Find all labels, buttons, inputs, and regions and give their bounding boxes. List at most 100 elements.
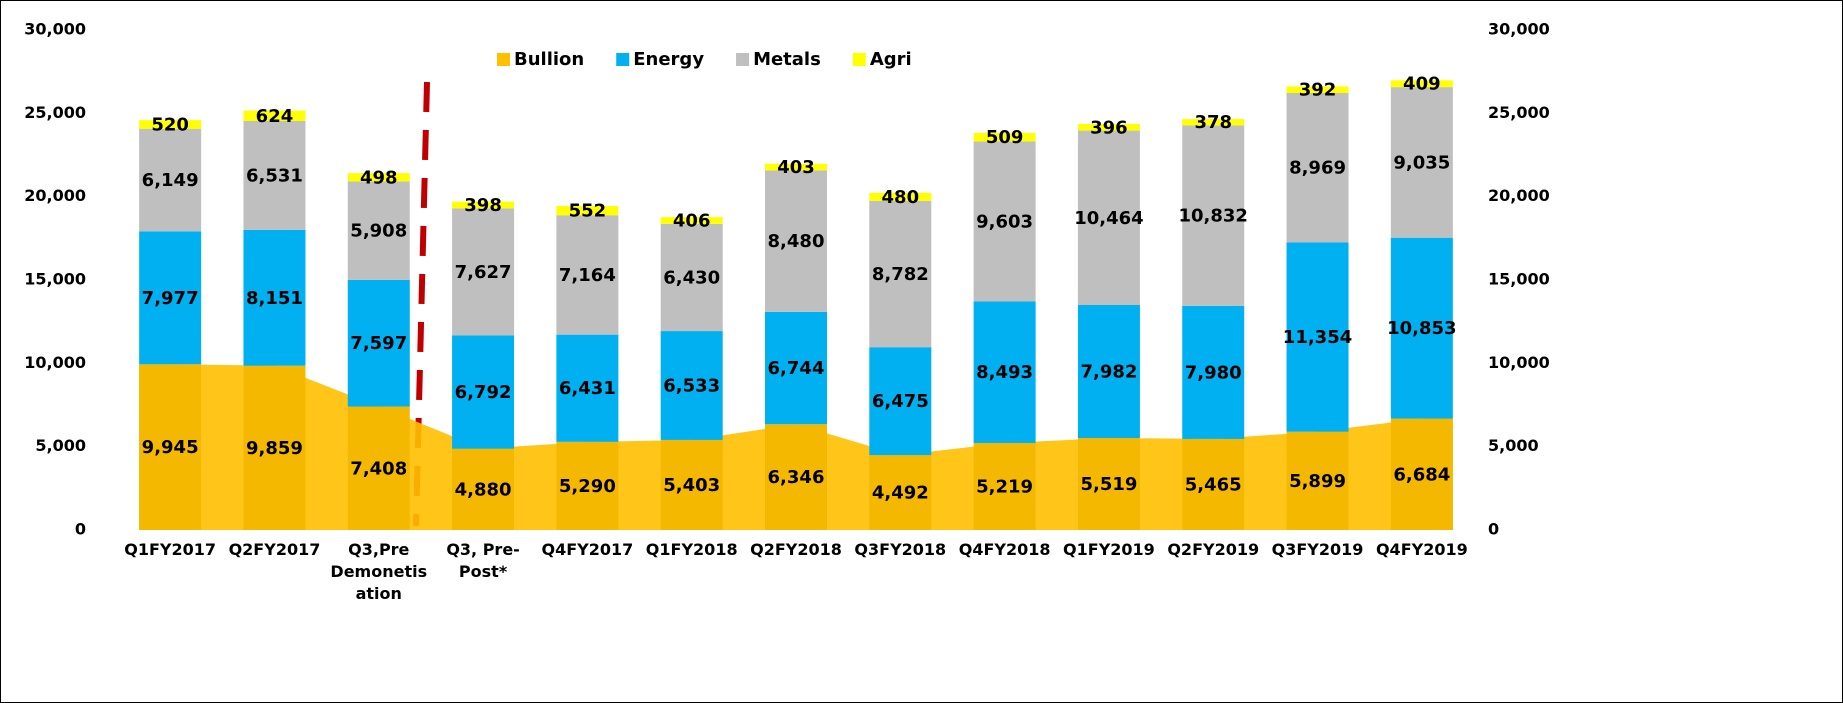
data-label: 5,899 [1289, 471, 1346, 492]
data-label: 6,475 [872, 391, 929, 412]
data-label: 378 [1194, 112, 1232, 133]
bar-segment [973, 301, 1036, 444]
data-label: 9,859 [246, 438, 303, 459]
bar-segment [1077, 130, 1140, 305]
data-label: 6,744 [768, 358, 825, 379]
bar-segment [556, 215, 619, 335]
data-label: 7,597 [350, 333, 407, 354]
x-tick-label: Q2FY2017 [228, 540, 321, 559]
y2-tick-label: 5,000 [1488, 436, 1539, 455]
data-label: 406 [673, 211, 711, 232]
bar-segment [973, 132, 1036, 142]
bar-segment [1390, 87, 1453, 238]
bar-segment [1182, 125, 1245, 306]
bar-segment [452, 208, 515, 336]
data-label: 8,782 [872, 264, 929, 285]
bar-segment [869, 192, 932, 201]
bar-segment [1077, 438, 1140, 530]
y2-tick-label: 25,000 [1488, 103, 1550, 122]
x-tick-label: Q2FY2019 [1167, 540, 1260, 559]
y2-tick-label: 10,000 [1488, 353, 1550, 372]
bar-segment [139, 364, 202, 530]
data-label: 6,149 [142, 170, 199, 191]
bar-segment [869, 200, 932, 348]
bar-segment [243, 120, 306, 230]
bar-segment [765, 424, 827, 530]
legend-swatch [616, 53, 630, 66]
bar-segment [973, 141, 1036, 302]
bar-segment [1077, 123, 1140, 131]
data-label: 6,531 [246, 165, 303, 186]
data-label: 5,519 [1080, 474, 1137, 495]
bar-segment [347, 173, 410, 182]
bar-segment [243, 365, 306, 530]
data-label: 498 [360, 167, 398, 188]
data-label: 6,431 [559, 378, 616, 399]
data-label: 6,430 [663, 267, 720, 288]
bar-segment [1390, 80, 1453, 88]
x-tick-label: Q2FY2018 [750, 540, 842, 559]
data-label: 9,035 [1393, 152, 1450, 173]
x-tick-label: Q4FY2017 [541, 540, 634, 559]
data-label: 10,832 [1178, 206, 1247, 227]
legend-swatch [497, 53, 510, 66]
bar-segment [869, 347, 932, 456]
y-tick-label: 0 [75, 520, 86, 539]
bar-segment [452, 201, 515, 209]
x-tick-label: Q3FY2019 [1271, 540, 1364, 559]
data-label: 5,290 [559, 476, 616, 497]
legend-label: Bullion [514, 49, 584, 70]
demonetisation-divider [413, 81, 430, 527]
x-tick-label: Q3, Pre-Post* [446, 540, 520, 581]
data-label: 398 [464, 195, 502, 216]
data-label: 7,980 [1185, 362, 1242, 383]
bar-segment [765, 170, 827, 312]
data-label: 6,346 [768, 467, 825, 488]
bar-segment [973, 443, 1036, 530]
bar-segment [347, 406, 410, 530]
data-label: 7,627 [455, 262, 512, 283]
data-label: 520 [151, 114, 189, 135]
bar-segment [139, 128, 202, 232]
data-label: 8,493 [976, 362, 1033, 383]
y2-tick-label: 15,000 [1488, 270, 1550, 289]
data-label: 403 [777, 157, 815, 178]
bar-segment [765, 311, 827, 425]
data-label: 4,492 [872, 483, 929, 504]
bar-segment [1077, 304, 1140, 439]
x-tick-label: Q1FY2019 [1063, 540, 1155, 559]
data-label: 11,354 [1283, 327, 1352, 348]
data-label: 7,977 [142, 288, 199, 309]
y-tick-label: 30,000 [24, 20, 86, 39]
data-label: 5,908 [350, 221, 407, 242]
data-label: 6,792 [455, 382, 512, 403]
y-tick-label: 20,000 [24, 186, 86, 205]
bar-segment [1286, 92, 1349, 243]
bar-segment [1390, 237, 1453, 419]
bar-segment [347, 181, 410, 280]
data-label: 8,151 [246, 288, 303, 309]
x-tick-label: Q4FY2018 [958, 540, 1051, 559]
legend-label: Energy [633, 49, 704, 70]
bar-segment [1182, 438, 1245, 530]
x-tick-label: Q1FY2018 [645, 540, 738, 559]
bar-segment [869, 455, 932, 530]
data-label: 9,945 [142, 437, 199, 458]
y-tick-label: 10,000 [24, 353, 86, 372]
bar-segment [347, 279, 410, 407]
bar-segment [660, 223, 723, 332]
y2-tick-label: 0 [1488, 520, 1499, 539]
data-label: 552 [569, 201, 607, 222]
bar-segment [1182, 119, 1245, 126]
bar-segment [1286, 242, 1349, 432]
legend-label: Agri [870, 49, 912, 70]
data-label: 480 [882, 187, 920, 208]
bar-segment [1182, 305, 1245, 439]
x-tick-label: Q1FY2017 [124, 540, 217, 559]
data-label: 392 [1299, 80, 1337, 101]
bar-segment [1286, 431, 1349, 530]
data-label: 7,164 [559, 265, 616, 286]
bar-segment [660, 439, 723, 530]
data-label: 5,403 [663, 475, 720, 496]
